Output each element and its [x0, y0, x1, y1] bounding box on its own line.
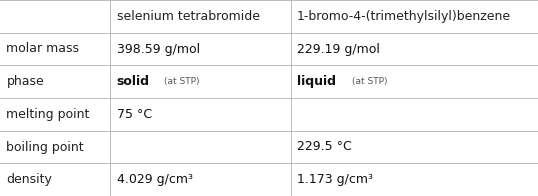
Text: liquid: liquid	[297, 75, 336, 88]
Text: 4.029 g/cm³: 4.029 g/cm³	[117, 173, 193, 186]
Text: selenium tetrabromide: selenium tetrabromide	[117, 10, 260, 23]
Text: density: density	[6, 173, 52, 186]
Text: boiling point: boiling point	[6, 141, 84, 153]
Text: 229.5 °C: 229.5 °C	[297, 141, 352, 153]
Text: molar mass: molar mass	[6, 43, 80, 55]
Text: 75 °C: 75 °C	[117, 108, 152, 121]
Text: solid: solid	[117, 75, 150, 88]
Text: (at STP): (at STP)	[164, 77, 199, 86]
Text: phase: phase	[6, 75, 44, 88]
Text: 1-bromo-4-(trimethylsilyl)benzene: 1-bromo-4-(trimethylsilyl)benzene	[297, 10, 511, 23]
Text: 1.173 g/cm³: 1.173 g/cm³	[297, 173, 373, 186]
Text: (at STP): (at STP)	[352, 77, 387, 86]
Text: melting point: melting point	[6, 108, 90, 121]
Text: 398.59 g/mol: 398.59 g/mol	[117, 43, 200, 55]
Text: 229.19 g/mol: 229.19 g/mol	[297, 43, 380, 55]
